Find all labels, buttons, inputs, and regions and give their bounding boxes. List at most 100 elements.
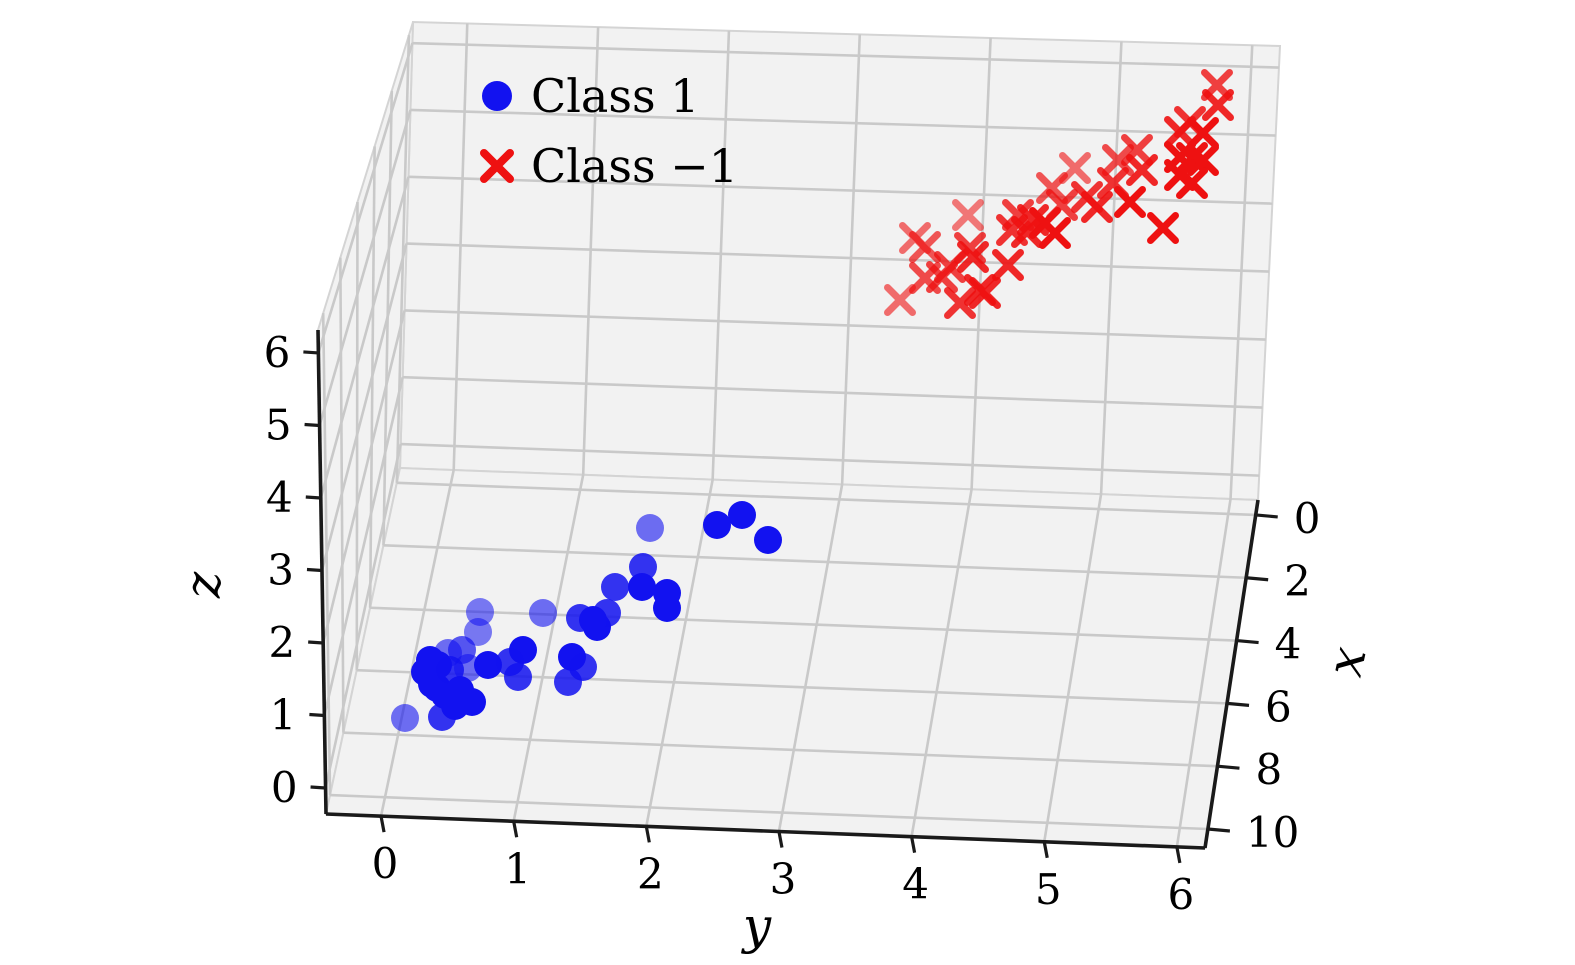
data-point-class1 [529,599,557,627]
x-axis-label: x [1315,642,1378,682]
tick-marks [303,350,1278,864]
z-tick [308,640,324,645]
y-tick [777,831,784,848]
data-point-class1 [446,676,474,704]
data-point-class-neg1 [944,287,976,319]
backwall-grid-y [1229,45,1254,500]
z-tick-label: 5 [265,400,292,449]
backwall-grid-z [400,442,1260,477]
floor-grid-x [329,793,1208,831]
x-axis-spine [1203,499,1260,849]
x-tick [1217,764,1240,770]
x-tick-label: 8 [1255,745,1282,794]
z-tick-label: 0 [271,763,298,812]
x-tick [1207,827,1231,833]
data-point-class1 [728,501,756,529]
data-point-class-neg1 [1176,167,1208,199]
x-tick-label: 0 [1294,494,1321,543]
data-point-class-neg1 [1202,89,1234,121]
y-tick [644,826,651,843]
floor-grid-x [343,731,1218,768]
data-point-class1 [653,594,681,622]
data-point-class1 [636,514,664,542]
data-point-class-neg1 [969,277,1001,309]
data-point-class-neg1 [1164,116,1196,148]
y-axis-spine [325,812,1206,850]
y-tick-label: 0 [372,839,399,888]
data-point-class-neg1 [1114,186,1146,218]
data-point-class-neg1 [926,261,958,293]
x-tick-label: 10 [1246,808,1299,857]
y-tick-label: 3 [770,855,797,904]
x-tick [1255,513,1278,519]
data-point-class-neg1 [1126,154,1158,186]
floor-grid-y [1175,498,1232,848]
leftwall-grid-z [318,109,412,426]
data-point-class-neg1 [1081,191,1113,223]
legend-marker-class-neg1 [480,149,514,183]
z-tick-label: 2 [268,618,295,667]
y-tick-label: 5 [1035,865,1062,914]
z-tick-label: 3 [267,545,294,594]
data-point-class1 [391,704,419,732]
data-point-class-neg1 [992,249,1024,281]
z-tick [310,785,326,790]
z-tick-label: 4 [266,473,293,522]
backwall-grid-z [402,375,1263,409]
x-tick-label: 2 [1284,557,1311,606]
backwall-grid-y [711,30,731,480]
data-point-class-neg1 [1039,217,1071,249]
y-tick [910,836,917,853]
data-point-class1 [601,573,629,601]
axis-spines [316,329,1260,850]
data-point-class1 [474,651,502,679]
data-point-class1 [628,573,656,601]
y-tick [1042,841,1049,859]
y-tick [512,820,519,838]
tick-labels: 0 1 2 3 4 5 6 0 1 2 3 4 5 6 0 2 4 6 8 10 [264,328,1321,919]
y-tick [379,815,386,833]
y-axis-label: y [741,897,772,955]
x-tick-label: 6 [1265,682,1292,731]
data-point-class1 [754,526,782,554]
x-tick-label: 4 [1275,620,1302,669]
backwall-grid-z [406,242,1270,273]
floor-grid-x [383,543,1247,580]
data-point-class-neg1 [1011,216,1043,248]
floor-grid-y [512,474,585,822]
backwall-grid-y [581,27,600,475]
scatter-series-class-neg1 [884,69,1234,319]
z-tick [304,422,320,428]
data-point-class-neg1 [1147,212,1179,244]
floor-grid-y [910,489,973,837]
floor-grid-y [777,484,844,832]
legend-label-class1: Class 1 [531,69,699,123]
y-tick [1175,846,1182,864]
legend: Class 1 Class −1 [480,69,738,193]
data-point-class-neg1 [1187,117,1219,149]
floor-grid-y [379,469,455,817]
leftwall-grid-z [324,443,402,789]
backwall-grid-y [840,34,862,485]
backwall-grid-z [410,108,1276,137]
backwall-grid-z [404,309,1266,341]
z-tick [305,495,321,500]
scatter-series-class1 [391,501,782,732]
data-point-class-neg1 [952,199,984,231]
data-point-class1 [504,663,532,691]
leftwall-grid-z [317,42,414,354]
floor-grid-x [356,668,1228,705]
y-tick-label: 2 [637,849,664,898]
floor-grid-y [1042,493,1103,842]
floor-grid-x [396,481,1256,517]
data-point-class1 [579,606,607,634]
data-point-class1 [703,511,731,539]
data-point-class1 [448,636,476,664]
data-point-class1 [554,668,582,696]
grid-lines [317,23,1279,848]
y-tick-label: 6 [1168,870,1195,919]
data-point-class1 [464,618,492,646]
z-axis-label: z [174,571,232,599]
